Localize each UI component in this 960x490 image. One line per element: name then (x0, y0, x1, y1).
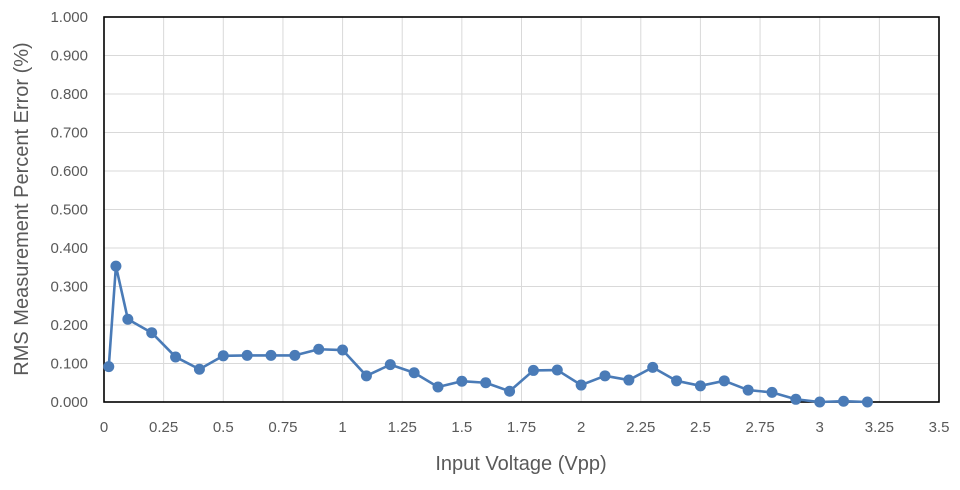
data-point (265, 349, 277, 361)
data-point (337, 344, 349, 356)
data-point (790, 393, 802, 405)
data-point (241, 349, 253, 361)
data-point (103, 361, 115, 373)
series-layer (103, 260, 873, 408)
data-point (456, 375, 468, 387)
data-point (647, 361, 659, 373)
y-tick-label: 0.500 (50, 202, 88, 219)
x-tick-label: 1.75 (507, 419, 536, 436)
x-tick-label: 0.75 (268, 419, 297, 436)
y-axis-tick-labels: 0.000 0.100 0.200 0.300 0.400 0.500 0.600 0.700… (50, 9, 88, 411)
data-point (718, 375, 730, 387)
data-point (599, 370, 611, 382)
data-point (122, 313, 134, 325)
y-axis-label: RMS Measurement Percent Error (%) (11, 42, 33, 375)
data-point (480, 377, 492, 389)
data-point (110, 260, 122, 272)
x-tick-label: 0.5 (213, 419, 234, 436)
x-tick-label: 3.25 (865, 419, 894, 436)
y-tick-label: 0.700 (50, 125, 88, 142)
data-point (504, 385, 516, 397)
data-point (694, 380, 706, 392)
series-line (107, 264, 868, 404)
y-tick-label: 0.800 (50, 86, 88, 103)
plot-area-frame (103, 16, 940, 403)
x-tick-label: 2 (577, 419, 585, 436)
y-tick-label: 0.400 (50, 240, 88, 257)
data-point (384, 359, 396, 371)
data-point (838, 395, 850, 407)
y-tick-label: 0.000 (50, 394, 88, 411)
x-axis-tick-labels: 0 0.25 0.5 0.75 1 1.25 1.5 1.75 2 2.25 2.5 2.75 3 3.2… (100, 419, 950, 436)
data-point (671, 375, 683, 387)
data-point (551, 364, 563, 376)
x-tick-label: 2.75 (745, 419, 774, 436)
y-tick-label: 0.300 (50, 279, 88, 296)
y-tick-label: 0.900 (50, 48, 88, 65)
data-point (742, 384, 754, 396)
y-tick-label: 0.100 (50, 356, 88, 373)
x-tick-label: 3 (816, 419, 824, 436)
x-axis-label: Input Voltage (Vpp) (435, 453, 606, 475)
x-tick-label: 1.25 (388, 419, 417, 436)
gridlines (103, 16, 940, 403)
data-point (575, 379, 587, 391)
data-point (432, 381, 444, 393)
data-point (861, 396, 873, 408)
data-point (313, 343, 325, 355)
y-tick-label: 0.200 (50, 317, 88, 334)
x-tick-label: 1.5 (451, 419, 472, 436)
data-point (289, 349, 301, 361)
data-point (193, 363, 205, 375)
x-tick-label: 0 (100, 419, 108, 436)
data-point (766, 386, 778, 398)
data-point (527, 364, 539, 376)
x-tick-label: 0.25 (149, 419, 178, 436)
data-point (217, 350, 229, 362)
y-tick-label: 1.000 (50, 9, 88, 26)
x-tick-label: 3.5 (929, 419, 950, 436)
x-tick-label: 1 (338, 419, 346, 436)
data-point (814, 396, 826, 408)
data-point (170, 351, 182, 363)
data-point (146, 327, 158, 339)
data-point (360, 370, 372, 382)
y-tick-label: 0.600 (50, 163, 88, 180)
x-tick-label: 2.25 (626, 419, 655, 436)
data-point (408, 367, 420, 379)
x-tick-label: 2.5 (690, 419, 711, 436)
data-point (623, 374, 635, 386)
